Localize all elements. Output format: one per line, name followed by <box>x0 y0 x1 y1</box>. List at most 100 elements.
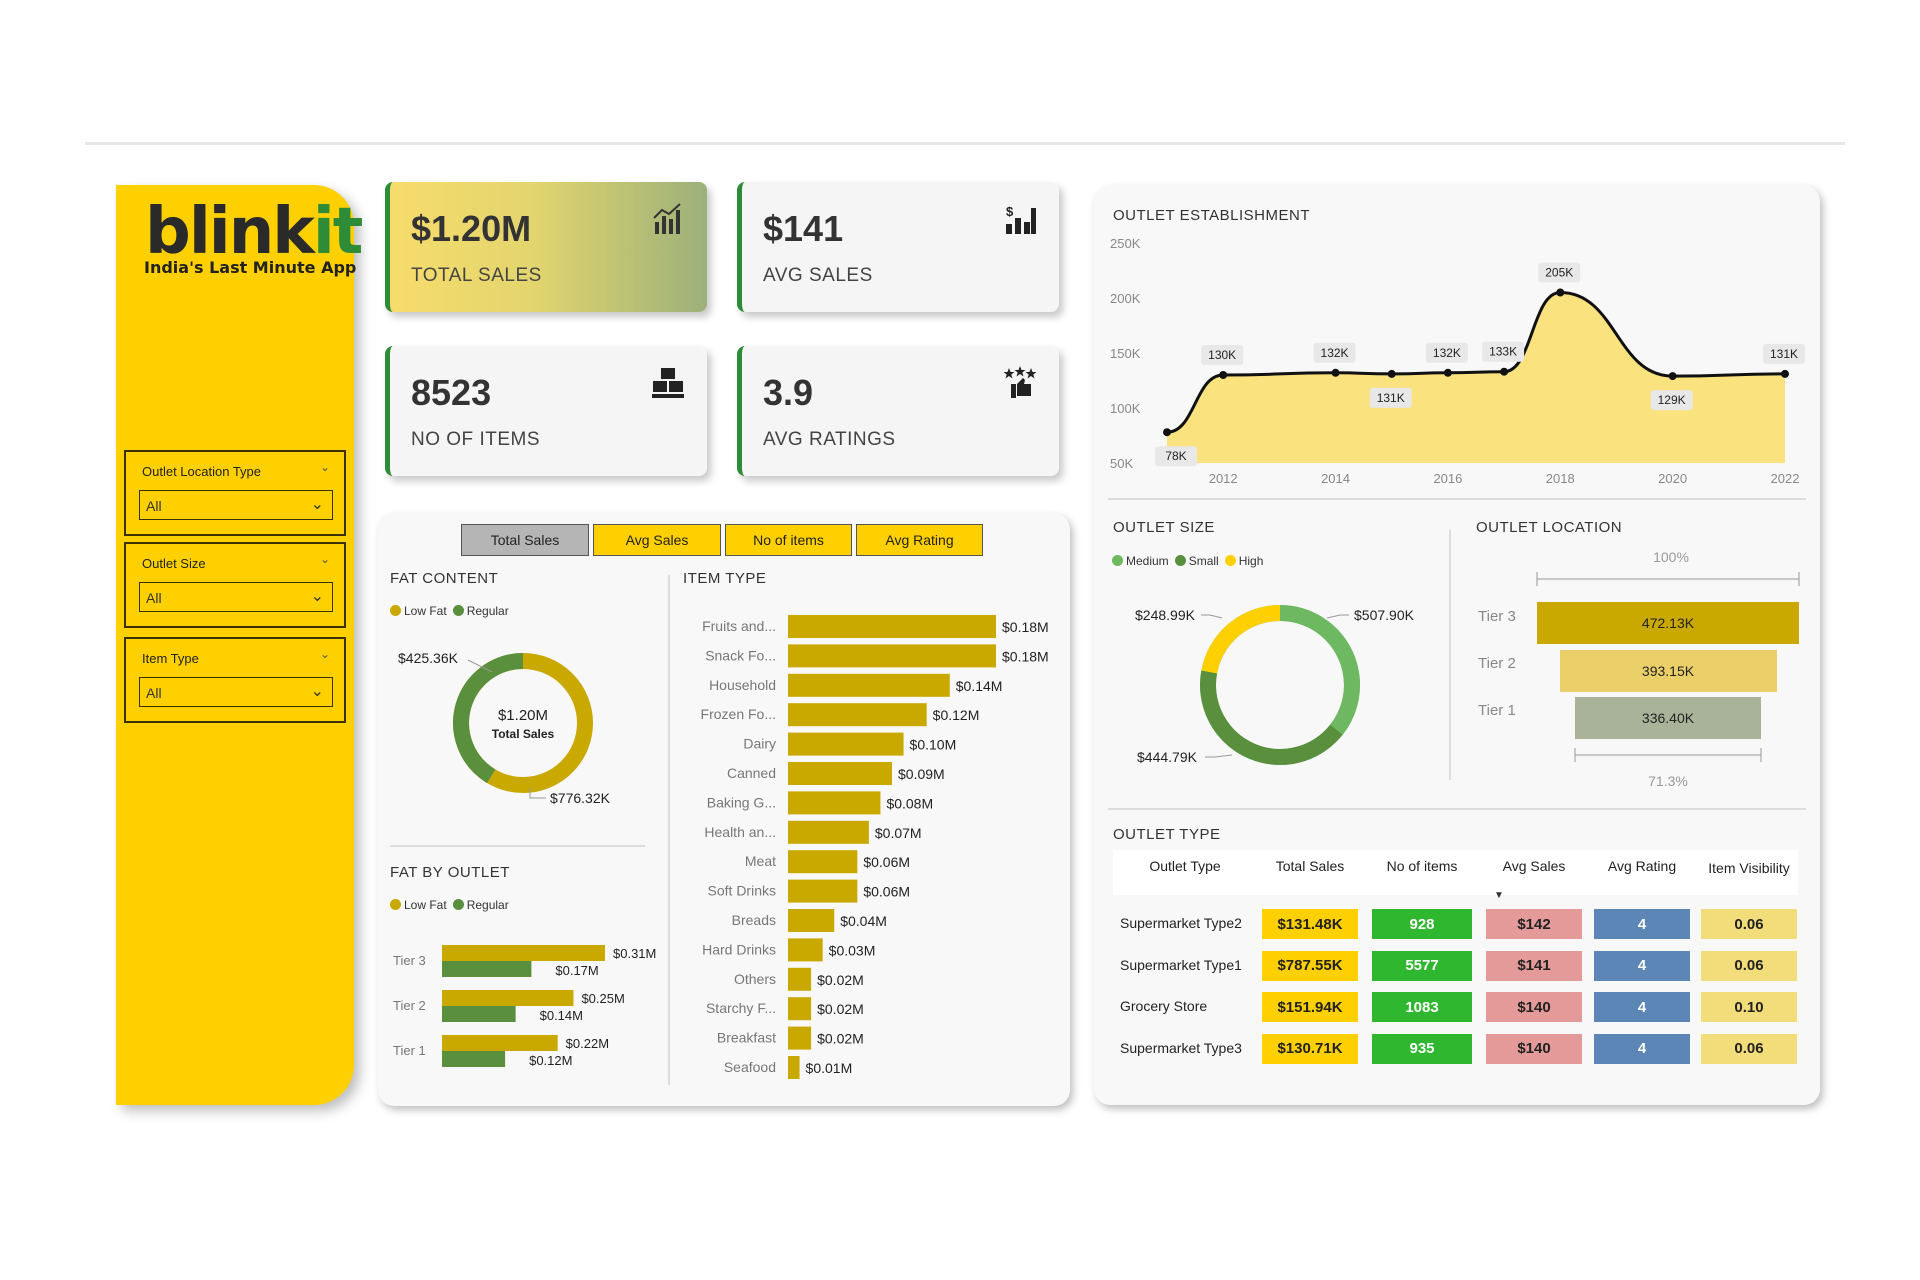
y-tick-label: 100K <box>1110 401 1141 416</box>
category-label: Snack Fo... <box>705 647 776 663</box>
table-cell: $140 <box>1486 1033 1582 1064</box>
slicer-outlet-location-type: Outlet Location Type ⌄ All ⌄ <box>124 450 346 536</box>
table-cell: $151.94K <box>1262 992 1358 1022</box>
outlet-location-title: OUTLET LOCATION <box>1476 519 1623 536</box>
item-bar <box>788 820 869 844</box>
data-point <box>1556 288 1565 297</box>
data-label: $0.07M <box>875 825 922 841</box>
data-point <box>1219 371 1228 379</box>
data-label: 78K <box>1165 449 1186 463</box>
funnel-bar-value: 336.40K <box>1642 710 1695 726</box>
donut-label-medium: $507.90K <box>1354 607 1415 623</box>
fat-content-donut: $425.36K $776.32K $1.20M Total Sales <box>398 650 611 806</box>
data-label: $0.06M <box>863 854 910 870</box>
col-header-item-visibility[interactable]: Item Visibility <box>1708 860 1790 876</box>
tagline: India's Last Minute App <box>144 258 357 277</box>
section-divider <box>1108 808 1806 810</box>
col-header-outlet-type[interactable]: Outlet Type <box>1149 858 1221 874</box>
data-label: $0.02M <box>817 1001 864 1017</box>
x-tick-label: 2012 <box>1209 471 1238 486</box>
bar-low-fat <box>442 945 605 961</box>
col-header-total-sales[interactable]: Total Sales <box>1275 858 1345 874</box>
col-header-avg-sales[interactable]: Avg Sales <box>1502 858 1566 874</box>
data-label: $0.12M <box>933 707 980 723</box>
data-label: $0.08M <box>886 795 933 811</box>
table-cell: $141 <box>1486 950 1582 981</box>
col-header-avg-rating[interactable]: Avg Rating <box>1607 858 1677 874</box>
item-bar <box>788 762 892 785</box>
leader-line <box>1326 614 1349 619</box>
data-label-bg <box>1650 390 1693 411</box>
data-point <box>1387 369 1396 378</box>
table-cell: 928 <box>1372 909 1472 939</box>
data-label: $0.14M <box>956 678 1003 694</box>
data-label: 129K <box>1658 393 1686 407</box>
leader-line <box>467 659 493 673</box>
tab-no-of-items[interactable]: No of items <box>725 524 852 556</box>
funnel-top-pct: 100% <box>1653 549 1689 565</box>
data-label: $0.10M <box>910 737 957 753</box>
fat-by-outlet-title: FAT BY OUTLET <box>390 864 510 881</box>
data-label: $0.02M <box>817 1031 864 1047</box>
data-label-bg <box>1313 342 1356 363</box>
donut-label-small: $444.79K <box>1137 749 1198 765</box>
data-point <box>1443 368 1452 377</box>
item-bar <box>788 703 927 727</box>
tab-avg-rating[interactable]: Avg Rating <box>856 524 983 556</box>
outlet-size-dropdown[interactable]: All ⌄ <box>139 582 333 612</box>
tab-total-sales[interactable]: Total Sales <box>461 524 589 556</box>
item-bar <box>788 997 812 1021</box>
data-label: $0.31M <box>613 946 656 961</box>
category-label: Soft Drinks <box>708 883 776 899</box>
data-label: 130K <box>1208 348 1236 362</box>
y-tick-label: 250K <box>1110 236 1141 251</box>
category-label: Meat <box>745 853 776 869</box>
category-label: Baking G... <box>707 794 776 810</box>
y-tick-label: 150K <box>1110 346 1141 361</box>
table-cell: 4 <box>1594 909 1690 939</box>
kpi-label: AVG RATINGS <box>763 429 896 450</box>
item-bar <box>788 615 996 638</box>
outlet-size-legend: Medium Small High <box>1112 554 1263 568</box>
category-label: Health an... <box>704 824 776 840</box>
bar-regular <box>442 1006 516 1022</box>
outlet-location-dropdown[interactable]: All ⌄ <box>139 490 333 520</box>
sort-desc-icon[interactable]: ▼ <box>1494 890 1504 901</box>
outlet-type-title: OUTLET TYPE <box>1113 826 1221 843</box>
donut-label-high: $248.99K <box>1135 607 1196 623</box>
chevron-down-icon[interactable]: ⌄ <box>319 552 330 566</box>
category-label: Tier 1 <box>393 1043 426 1058</box>
fat-by-outlet-chart: Tier 3 $0.31M $0.17M Tier 2 $0.25M $0.14M Tier… <box>393 945 656 1068</box>
chevron-down-icon[interactable]: ⌄ <box>319 460 330 474</box>
data-label: $0.02M <box>817 972 864 988</box>
col-header-no-of-items[interactable]: No of items <box>1386 858 1458 874</box>
y-tick-label: 50K <box>1110 456 1133 471</box>
tab-avg-sales[interactable]: Avg Sales <box>593 524 721 556</box>
data-label-bg <box>1763 343 1805 364</box>
chevron-down-icon: ⌄ <box>310 496 324 513</box>
item-type-dropdown[interactable]: All ⌄ <box>139 677 333 707</box>
item-bar <box>788 938 823 962</box>
outlet-size-donut: $248.99K $507.90K $444.79K <box>1135 605 1415 765</box>
category-label: Hard Drinks <box>702 941 776 957</box>
donut-center-value: $1.20M <box>498 707 548 724</box>
table-cell: 0.10 <box>1701 992 1797 1022</box>
item-bar <box>788 732 904 756</box>
funnel-tier-label: Tier 1 <box>1478 702 1516 719</box>
slicer-outlet-size: Outlet Size ⌄ All ⌄ <box>124 542 346 628</box>
kpi-no-of-items: 8523 NO OF ITEMS <box>385 346 707 476</box>
table-cell: 4 <box>1594 950 1690 981</box>
bar-low-fat <box>442 990 574 1006</box>
table-cell: $140 <box>1486 992 1582 1022</box>
chevron-down-icon[interactable]: ⌄ <box>319 647 330 661</box>
chevron-down-icon: ⌄ <box>310 588 324 605</box>
slicer-item-type: Item Type ⌄ All ⌄ <box>124 637 346 723</box>
category-label: Starchy F... <box>706 1000 776 1016</box>
data-label: $0.14M <box>540 1008 583 1023</box>
fat-content-legend: Low Fat Regular <box>390 604 509 618</box>
donut-center-label: Total Sales <box>492 727 555 741</box>
table-cell: $131.48K <box>1262 909 1358 939</box>
legend-item-low-fat: Low Fat <box>390 898 447 912</box>
data-label-bg <box>1425 342 1468 363</box>
data-label: $0.17M <box>555 963 598 978</box>
